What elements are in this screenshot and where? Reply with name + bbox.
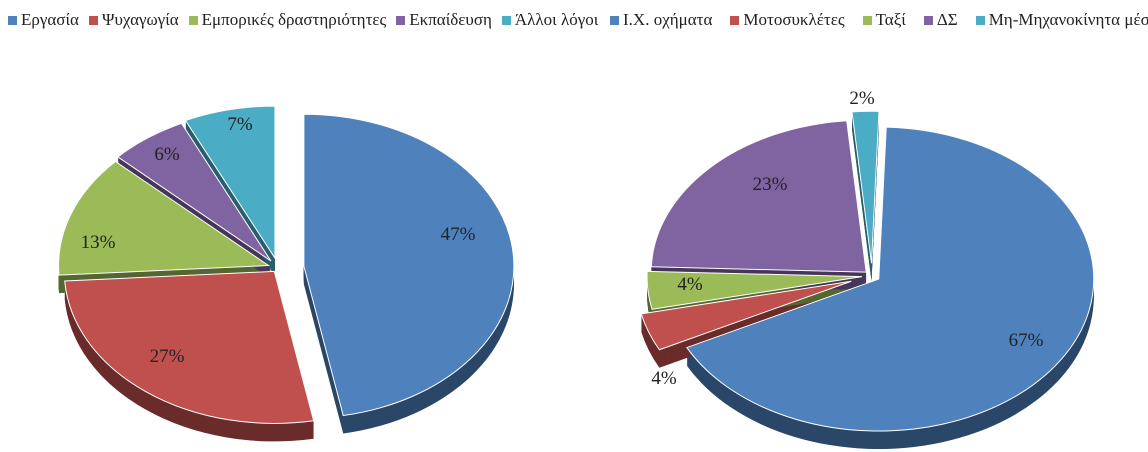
pie-slice — [640, 280, 852, 351]
legend-item: ΔΣ — [923, 10, 958, 30]
legend-swatch — [862, 15, 872, 25]
pie-slice — [303, 113, 515, 417]
pie-slice — [650, 120, 867, 273]
legend-item: Ι.Χ. οχήματα — [610, 10, 712, 30]
legend-label: Άλλοι λόγοι — [514, 10, 599, 29]
legend-item: Εμπορικές δραστηριότητες — [188, 10, 387, 30]
pie-chart-1: 47% 27% 13% 6% 7% — [58, 105, 515, 442]
pie-slice — [184, 105, 276, 260]
legend-item: Εργασία — [8, 10, 79, 30]
data-label: 27% — [150, 346, 185, 367]
data-label: 6% — [154, 144, 180, 165]
legend-item: Ταξί — [862, 10, 906, 30]
legend-left: Εργασία Ψυχαγωγία Εμπορικές δραστηριότητες… — [8, 10, 608, 30]
legend-swatch — [610, 15, 619, 25]
pie-slice — [58, 160, 271, 276]
data-label: 47% — [441, 224, 476, 245]
legend-item: Μη-Μηχανοκίνητα μέσα — [975, 10, 1148, 30]
legend-item: Μοτοσυκλέτες — [730, 10, 845, 30]
legend-right: Ι.Χ. οχήματα Μοτοσυκλέτες Ταξί ΔΣ Μη-Μηχανοκ… — [610, 10, 1148, 30]
legend-swatch — [396, 15, 406, 25]
legend-swatch — [188, 15, 198, 25]
legend-label: Μοτοσυκλέτες — [743, 10, 845, 29]
data-label: 7% — [227, 114, 253, 135]
pie-slice — [117, 122, 272, 262]
pie-slice — [686, 126, 1095, 432]
data-label: 4% — [651, 368, 677, 389]
legend-swatch — [8, 15, 17, 25]
data-label: 13% — [81, 232, 116, 253]
legend-label: Εργασία — [21, 10, 79, 29]
legend-label: Ι.Χ. οχήματα — [623, 10, 713, 29]
legend-label: Εμπορικές δραστηριότητες — [201, 10, 387, 29]
legend-label: Ταξί — [875, 10, 906, 29]
legend-label: Μη-Μηχανοκίνητα μέσα — [988, 10, 1148, 29]
legend-item: Ψυχαγωγία — [88, 10, 179, 30]
legend-swatch — [730, 15, 740, 25]
pie-chart-2: 67% 4% 4% 23% 2% — [640, 88, 1095, 450]
pie-slice — [851, 110, 880, 264]
legend-label: Εκπαίδευση — [409, 10, 492, 29]
data-label: 67% — [1009, 330, 1044, 351]
legend-swatch — [975, 15, 985, 25]
legend-label: Ψυχαγωγία — [101, 10, 179, 29]
pie-slice — [64, 270, 315, 424]
legend-swatch — [923, 15, 933, 25]
pie-slice — [646, 270, 863, 310]
legend-item: Άλλοι λόγοι — [501, 10, 599, 30]
data-label: 4% — [677, 274, 703, 295]
legend-swatch — [501, 15, 511, 25]
data-label: 2% — [849, 88, 875, 109]
legend-label: ΔΣ — [936, 10, 958, 29]
legend-item: Εκπαίδευση — [396, 10, 492, 30]
legend-swatch — [88, 15, 98, 25]
data-label: 23% — [753, 174, 788, 195]
